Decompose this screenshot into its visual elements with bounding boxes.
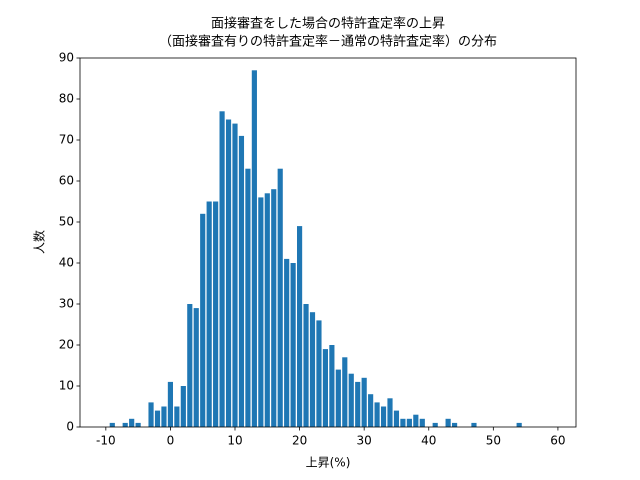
bar: [419, 418, 425, 427]
bar: [232, 123, 238, 427]
bar: [342, 357, 348, 427]
bar: [264, 193, 270, 427]
bar: [335, 369, 341, 427]
bar: [445, 418, 451, 427]
bar: [129, 418, 135, 427]
bar: [148, 402, 154, 427]
bar: [368, 394, 374, 427]
y-tick-label: 50: [59, 215, 74, 229]
bar: [387, 398, 393, 427]
y-tick-label: 30: [59, 297, 74, 311]
x-tick-label: 60: [550, 434, 565, 448]
bar: [225, 119, 232, 427]
y-tick-label: 60: [59, 174, 74, 188]
bar: [322, 349, 328, 427]
bar: [161, 406, 167, 427]
bar: [187, 304, 193, 427]
x-tick-label: 20: [292, 434, 307, 448]
bar: [206, 201, 212, 427]
bar: [154, 410, 161, 427]
bar: [109, 422, 115, 427]
y-tick-label: 40: [59, 256, 74, 270]
bar: [406, 418, 412, 427]
bar: [200, 213, 206, 427]
bar: [413, 414, 419, 427]
y-tick-label: 90: [59, 51, 74, 65]
bar: [452, 422, 458, 427]
bar: [348, 373, 354, 427]
bar: [238, 135, 245, 427]
bar: [471, 422, 477, 427]
bar: [516, 422, 522, 427]
bar: [303, 304, 309, 427]
x-tick-label: 40: [421, 434, 436, 448]
x-axis-label: 上昇(%): [306, 456, 351, 470]
bar: [219, 111, 225, 428]
bar: [393, 410, 400, 427]
bar: [277, 168, 283, 427]
bar: [251, 70, 257, 428]
bar: [167, 381, 173, 427]
bar: [271, 189, 277, 427]
y-tick-label: 0: [66, 420, 74, 434]
bar: [316, 320, 322, 427]
bar: [355, 381, 361, 427]
bar: [213, 201, 219, 427]
bar: [193, 308, 199, 427]
plot-frame: [79, 57, 577, 428]
bar: [122, 422, 128, 427]
chart-subtitle: （面接審査有りの特許査定率－通常の特許査定率）の分布: [159, 34, 497, 50]
bar: [374, 402, 380, 427]
y-tick-label: 10: [59, 379, 74, 393]
bar: [284, 258, 290, 427]
bar: [135, 422, 141, 427]
y-tick-label: 20: [59, 338, 74, 352]
chart-title: 面接審査をした場合の特許査定率の上昇: [211, 16, 445, 32]
bar: [309, 312, 316, 427]
bar: [258, 197, 264, 427]
x-tick-label: 0: [167, 434, 175, 448]
bar: [245, 168, 251, 427]
x-tick-label: 30: [357, 434, 372, 448]
bar: [180, 386, 186, 427]
bar: [432, 422, 438, 427]
bar: [297, 226, 303, 427]
bar: [380, 406, 387, 427]
bar: [290, 263, 296, 427]
x-tick-label: 50: [486, 434, 501, 448]
bar: [400, 418, 406, 427]
y-tick-label: 80: [59, 92, 74, 106]
x-tick-label: -10: [96, 434, 116, 448]
y-axis-label: 人数: [32, 230, 47, 254]
x-tick-label: 10: [227, 434, 242, 448]
bar: [329, 345, 335, 427]
bar: [174, 406, 180, 427]
y-tick-label: 70: [59, 133, 74, 147]
bar: [361, 377, 367, 427]
